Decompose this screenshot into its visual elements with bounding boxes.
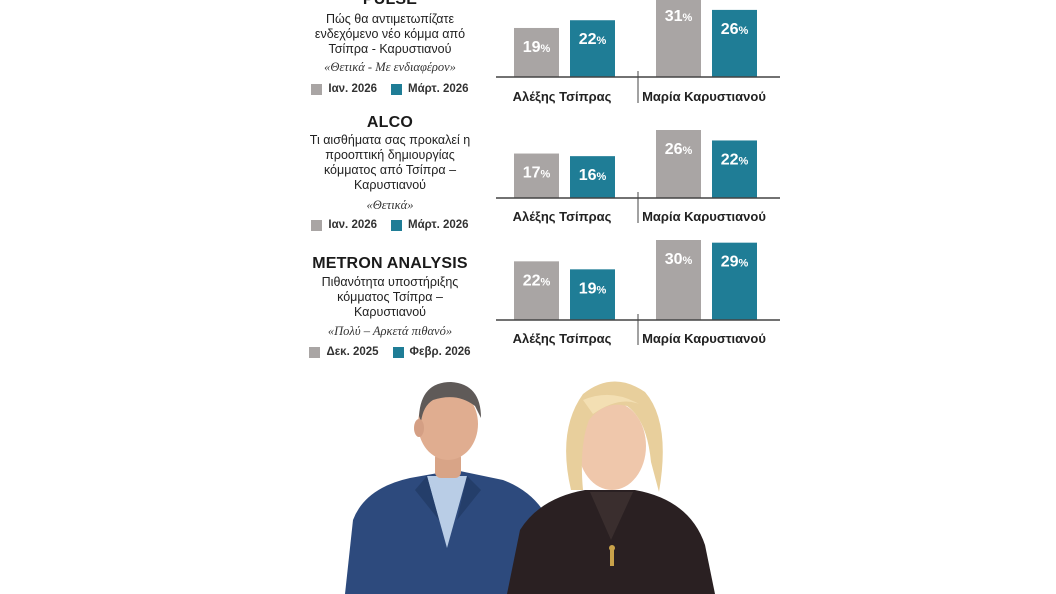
legend-item-later: Μάρτ. 2026 (391, 83, 469, 95)
bar-value-label: 17% (523, 165, 551, 182)
bar (656, 130, 701, 198)
legend-item-later: Φεβρ. 2026 (392, 346, 471, 358)
bar (570, 269, 615, 320)
poll-panel-alco: ALCO Τι αισθήματα σας προκαλεί η προοπτι… (300, 112, 790, 237)
legend-swatch-earlier (311, 219, 323, 231)
answer-note: «Θετικά - Με ενδιαφέρον» (324, 60, 456, 74)
bar-chart: 22% 19% Αλέξης Τσίπρας 30% 29% Μαρία Καρυστια… (496, 240, 780, 346)
legend-swatch-earlier (311, 83, 323, 95)
legend-item-earlier: Δεκ. 2025 (309, 346, 379, 358)
category-label: Μαρία Καρυστιανού (642, 331, 766, 346)
bar-value-label: 22% (579, 31, 607, 48)
legend-item-later: Μάρτ. 2026 (391, 219, 469, 231)
bar-chart: 19% 22% Αλέξης Τσίπρας 31% 26% Μαρία Καρυστια… (496, 0, 780, 104)
bar (570, 20, 615, 77)
bar-value-label: 19% (523, 39, 551, 56)
legend: Ιαν. 2026 Μάρτ. 2026 (300, 83, 480, 95)
bar-chart: 17% 16% Αλέξης Τσίπρας 26% 22% Μαρία Καρυστια… (496, 130, 780, 224)
poll-question: Πώς θα αντιμετωπίζατε ενδεχόμενο νέο κόμ… (314, 12, 466, 56)
bar-value-label: 22% (523, 272, 551, 289)
legend-swatch-later (392, 346, 404, 358)
pollster-name: METRON ANALYSIS (312, 255, 468, 272)
bar (514, 261, 559, 320)
politicians-photo (345, 381, 715, 594)
category-label: Αλέξης Τσίπρας (513, 209, 612, 224)
legend-label: Μάρτ. 2026 (408, 83, 469, 95)
category-label: Αλέξης Τσίπρας (513, 89, 612, 104)
bar-value-label: 30% (665, 251, 693, 268)
bar (712, 9, 757, 77)
legend-swatch-later (391, 83, 403, 95)
answer-note: «Θετικά» (366, 198, 414, 212)
bar-value-label: 26% (721, 21, 749, 38)
legend-label: Μάρτ. 2026 (408, 219, 469, 231)
bar-value-label: 31% (665, 8, 693, 25)
bar (514, 27, 559, 77)
bar-value-label: 16% (579, 167, 607, 184)
legend-item-earlier: Ιαν. 2026 (311, 219, 377, 231)
answer-note: «Πολύ – Αρκετά πιθανό» (327, 324, 453, 338)
legend-item-earlier: Ιαν. 2026 (311, 83, 377, 95)
poll-question: Τι αισθήματα σας προκαλεί η προοπτική δη… (309, 133, 471, 192)
legend-label: Ιαν. 2026 (328, 83, 378, 95)
bar-value-label: 26% (665, 141, 693, 158)
category-label: Μαρία Καρυστιανού (642, 89, 766, 104)
bar-value-label: 19% (579, 280, 607, 297)
poll-panel-metron: METRON ANALYSIS Πιθανότητα υποστήριξης κ… (300, 240, 790, 365)
legend-swatch-later (391, 219, 403, 231)
legend-label: Φεβρ. 2026 (409, 346, 471, 358)
legend-swatch-earlier (309, 346, 321, 358)
bar (514, 153, 559, 198)
poll-panel-pulse: PULSE Πώς θα αντιμετωπίζατε ενδεχόμενο ν… (300, 0, 790, 110)
bar (656, 0, 701, 77)
man-figure (345, 382, 560, 594)
pollster-name: ALCO (366, 114, 414, 131)
category-label: Μαρία Καρυστιανού (642, 209, 766, 224)
bar (712, 140, 757, 198)
bar-value-label: 22% (721, 151, 749, 168)
legend-label: Δεκ. 2025 (326, 346, 379, 358)
category-label: Αλέξης Τσίπρας (513, 331, 612, 346)
bar (570, 156, 615, 198)
poll-question: Πιθανότητα υποστήριξης κόμματος Τσίπρα –… (321, 275, 459, 319)
pollster-name: PULSE (300, 0, 480, 9)
legend: Δεκ. 2025 Φεβρ. 2026 (300, 346, 480, 358)
bar (712, 242, 757, 320)
bar (656, 240, 701, 320)
legend-label: Ιαν. 2026 (328, 219, 378, 231)
bar-value-label: 29% (721, 254, 749, 271)
woman-figure (507, 381, 715, 594)
legend: Ιαν. 2026 Μάρτ. 2026 (300, 219, 480, 231)
